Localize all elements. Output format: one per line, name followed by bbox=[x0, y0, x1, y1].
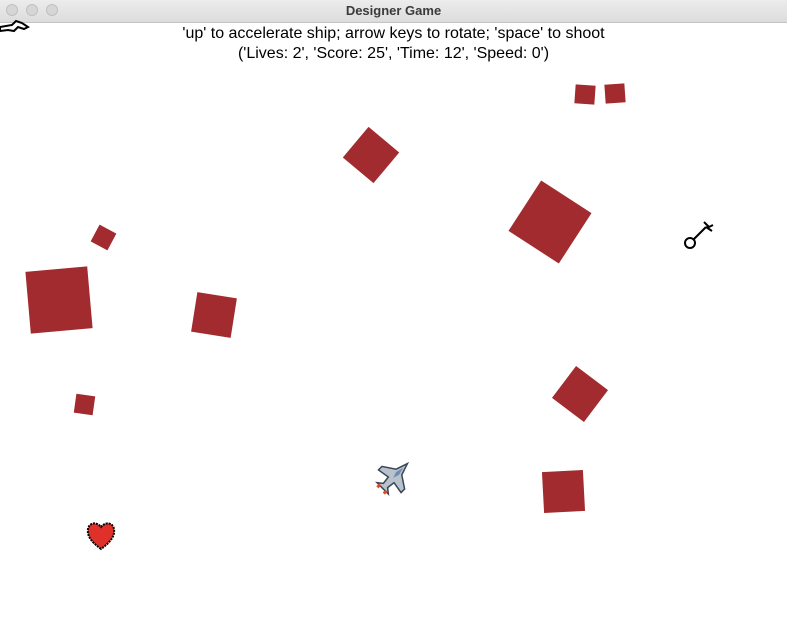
maximize-window-button[interactable] bbox=[46, 4, 58, 16]
status-text: ('Lives: 2', 'Score: 25', 'Time: 12', 'S… bbox=[237, 45, 550, 62]
instructions-text: 'up' to accelerate ship; arrow keys to r… bbox=[182, 25, 605, 42]
asteroid bbox=[551, 365, 609, 423]
asteroid bbox=[25, 266, 93, 334]
asteroid bbox=[191, 292, 237, 338]
asteroid bbox=[541, 469, 586, 514]
asteroid bbox=[508, 180, 592, 264]
heart-icon bbox=[86, 522, 116, 551]
window-title: Designer Game bbox=[345, 3, 442, 18]
asteroid bbox=[342, 126, 400, 184]
asteroid bbox=[604, 83, 626, 104]
asteroid bbox=[73, 393, 96, 416]
edge-sprite-icon bbox=[0, 19, 30, 33]
wrench-icon bbox=[684, 221, 714, 249]
game-canvas[interactable]: 'up' to accelerate ship; arrow keys to r… bbox=[0, 19, 787, 619]
spaceship-icon bbox=[374, 461, 410, 497]
asteroid bbox=[574, 84, 596, 105]
window-titlebar: Designer Game bbox=[0, 0, 787, 23]
minimize-window-button[interactable] bbox=[26, 4, 38, 16]
asteroid bbox=[90, 224, 117, 251]
close-window-button[interactable] bbox=[6, 4, 18, 16]
